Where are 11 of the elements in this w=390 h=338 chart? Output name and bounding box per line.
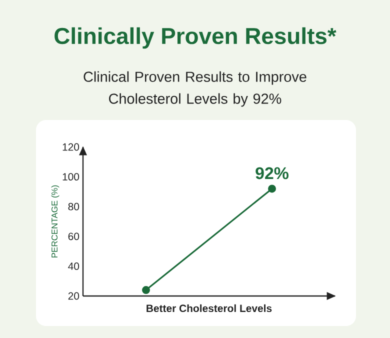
chart-subtitle: Clinical Proven Results to Improve Cholesterol Levels by 92%: [84, 71, 306, 107]
y-tick-label: 80: [68, 202, 80, 210]
data-label: 92%: [256, 167, 288, 180]
y-tick-label: 20: [68, 292, 80, 300]
y-tick-label: 60: [68, 232, 80, 240]
y-tick-label: 40: [68, 262, 80, 270]
y-tick-label: 100: [62, 173, 80, 181]
x-axis-title: Better Cholesterol Levels: [146, 304, 272, 312]
y-tick-label: 120: [62, 143, 80, 151]
chart-title: Clinically Proven Results*: [54, 27, 336, 49]
y-axis-title: PERCENTAGE (%): [51, 185, 60, 258]
